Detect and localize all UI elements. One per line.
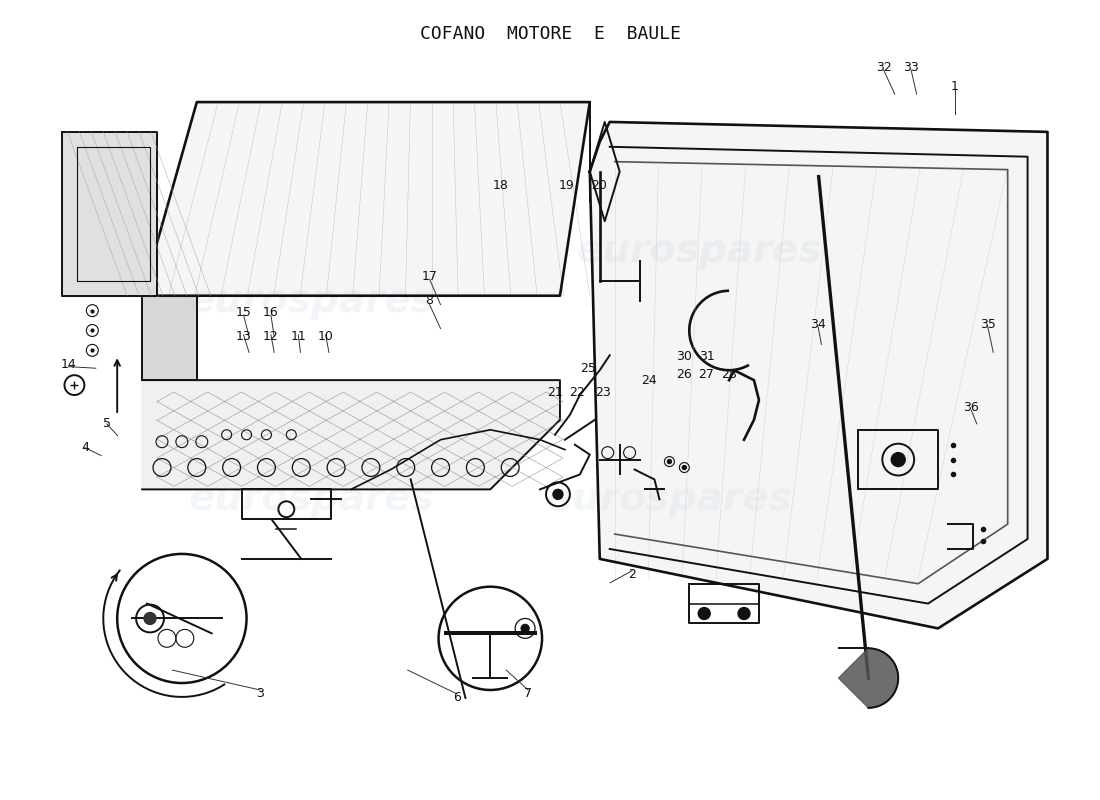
Text: 16: 16 <box>263 306 278 319</box>
Text: 10: 10 <box>318 330 333 343</box>
Text: 26: 26 <box>675 368 692 381</box>
Text: 36: 36 <box>964 402 979 414</box>
Circle shape <box>682 466 686 470</box>
Text: 4: 4 <box>81 441 89 454</box>
Text: 17: 17 <box>421 270 438 283</box>
Polygon shape <box>142 102 590 296</box>
Text: 31: 31 <box>698 350 714 363</box>
Polygon shape <box>142 296 197 380</box>
Text: 2: 2 <box>628 568 636 582</box>
Circle shape <box>891 453 905 466</box>
Polygon shape <box>838 648 899 708</box>
Text: 23: 23 <box>595 386 610 398</box>
Text: 32: 32 <box>876 62 892 74</box>
Circle shape <box>698 607 711 619</box>
Text: 19: 19 <box>559 179 574 192</box>
Text: eurospares: eurospares <box>576 232 822 270</box>
Text: 27: 27 <box>698 368 714 381</box>
Text: 35: 35 <box>980 318 996 331</box>
Text: 13: 13 <box>235 330 252 343</box>
Polygon shape <box>590 122 1047 629</box>
Polygon shape <box>142 380 560 490</box>
Text: COFANO  MOTORE  E  BAULE: COFANO MOTORE E BAULE <box>419 25 681 42</box>
Circle shape <box>738 607 750 619</box>
Text: 34: 34 <box>811 318 826 331</box>
Text: 21: 21 <box>548 386 563 398</box>
Text: 7: 7 <box>524 687 532 701</box>
Text: 6: 6 <box>453 691 461 705</box>
Text: 3: 3 <box>256 687 264 701</box>
Text: 5: 5 <box>102 418 111 430</box>
Text: 22: 22 <box>570 386 585 398</box>
Text: 8: 8 <box>426 294 433 307</box>
Text: eurospares: eurospares <box>547 480 792 518</box>
Text: 15: 15 <box>235 306 252 319</box>
Text: 24: 24 <box>640 374 657 386</box>
Text: eurospares: eurospares <box>188 480 434 518</box>
Text: 18: 18 <box>493 179 508 192</box>
Circle shape <box>144 613 156 625</box>
Text: 33: 33 <box>903 62 918 74</box>
Text: 12: 12 <box>263 330 278 343</box>
Text: 1: 1 <box>952 80 959 93</box>
Text: 11: 11 <box>290 330 306 343</box>
Circle shape <box>668 459 671 463</box>
Circle shape <box>553 490 563 499</box>
Text: 14: 14 <box>60 358 76 370</box>
Text: eurospares: eurospares <box>188 282 434 320</box>
Text: 20: 20 <box>592 179 607 192</box>
Text: 30: 30 <box>675 350 692 363</box>
Polygon shape <box>63 132 157 296</box>
Circle shape <box>521 625 529 632</box>
Text: 25: 25 <box>581 362 596 374</box>
Text: 28: 28 <box>722 368 737 381</box>
